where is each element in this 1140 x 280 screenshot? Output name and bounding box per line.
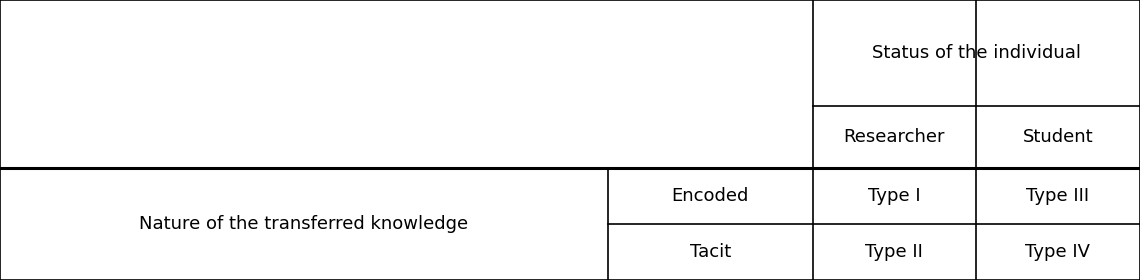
Text: Researcher: Researcher [844,128,945,146]
Text: Status of the individual: Status of the individual [872,44,1081,62]
Text: Type III: Type III [1026,187,1090,205]
Text: Nature of the transferred knowledge: Nature of the transferred knowledge [139,215,469,233]
Text: Type IV: Type IV [1025,243,1091,261]
Text: Type I: Type I [868,187,921,205]
Text: Type II: Type II [865,243,923,261]
Text: Student: Student [1023,128,1093,146]
Text: Encoded: Encoded [671,187,749,205]
Text: Tacit: Tacit [690,243,731,261]
